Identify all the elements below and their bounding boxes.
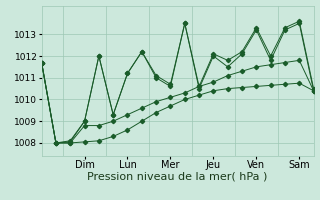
- X-axis label: Pression niveau de la mer( hPa ): Pression niveau de la mer( hPa ): [87, 172, 268, 182]
